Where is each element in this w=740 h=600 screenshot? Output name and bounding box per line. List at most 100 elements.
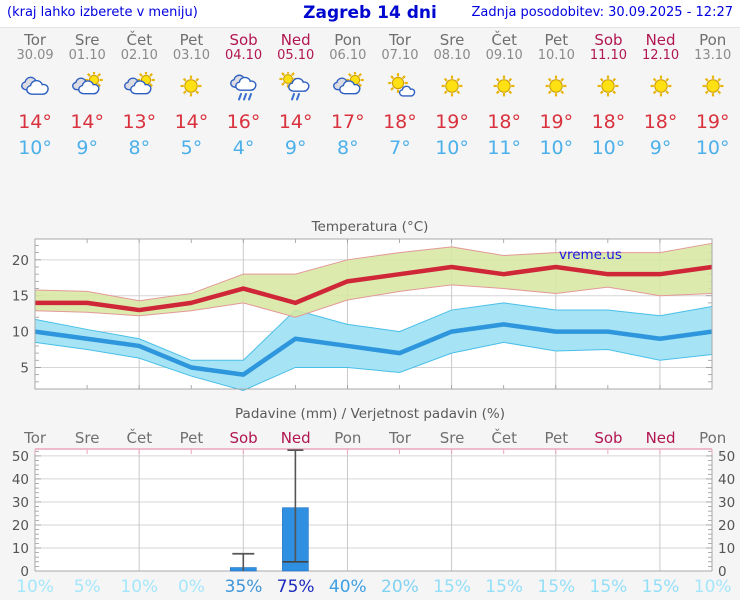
precip-day-label: Tor [24,429,47,447]
precip-probability-row: 10% 5% 10% 0% 35% 75% 40% 20% 15% 15% 15% 15% 15% 10% [9,577,739,597]
high-temp: 17° [330,111,365,133]
day-column: Pet 03.10 14° 5° [165,32,217,160]
day-date: 05.10 [277,48,315,63]
precip-day-label: Sre [439,429,465,447]
svg-text:20: 20 [12,518,29,534]
svg-text:40: 40 [12,472,29,488]
svg-text:30: 30 [12,495,29,511]
high-temp: 19° [539,111,574,133]
menu-hint-note: (kraj lahko izberete v meniju) [7,5,198,20]
precip-probability: 10% [16,577,54,597]
low-temp: 9° [284,137,307,159]
sun-rain-icon [270,70,322,106]
precip-probability: 20% [381,577,419,597]
day-name: Čet [126,31,153,49]
precip-probability: 0% [177,577,205,597]
day-column: Sob 04.10 16° 4° [218,32,270,160]
day-name: Sob [594,31,623,49]
day-column: Ned 12.10 18° 9° [635,32,687,160]
day-name: Sob [229,31,258,49]
low-temp: 7° [389,137,411,159]
day-column: Pet 10.10 19° 10° [530,32,582,160]
svg-text:5: 5 [20,360,29,376]
precip-probability: 75% [276,577,315,597]
sunny-icon [426,72,478,106]
day-column: Tor 07.10 18° 7° [374,32,426,160]
precip-day-labels: Tor Sre Čet Pet Sob Ned Pon Tor Sre Čet Pet Sob Ned P… [9,429,739,447]
low-temp: 9° [76,137,98,159]
day-name: Pet [179,31,204,49]
svg-text:20: 20 [718,518,735,534]
day-column: Sre 08.10 19° 10° [426,32,478,160]
low-temp: 4° [232,137,255,159]
mostly-sunny-icon [374,72,426,106]
svg-text:10: 10 [12,325,29,341]
day-date: 01.10 [68,48,106,63]
precip-probability: 15% [641,577,680,597]
precip-day-label: Tor [388,429,411,447]
day-date: 04.10 [224,48,263,63]
low-temp: 9° [649,137,672,159]
svg-text:10: 10 [12,541,29,557]
precip-probability: 15% [433,577,471,597]
precip-chart-svg: 0 0 10 10 20 20 30 30 40 40 50 50 [12,448,735,580]
day-column: Ned 05.10 14° 9° [270,32,322,160]
high-temp: 18° [487,111,522,133]
low-temp: 5° [180,137,203,159]
sunny-icon [530,72,582,106]
sunny-icon [582,72,634,106]
page-title: Zagreb 14 dni [303,3,437,23]
precip-probability: 35% [224,577,263,597]
precip-day-label: Sob [594,429,623,447]
svg-text:10: 10 [718,541,735,557]
day-date: 03.10 [172,48,211,63]
day-date: 09.10 [485,48,523,63]
precip-probability: 40% [328,577,367,597]
precip-probability: 10% [693,577,732,597]
sunny-icon [687,72,739,106]
day-date: 12.10 [641,48,680,63]
high-temp: 19° [695,111,730,133]
svg-text:50: 50 [12,449,29,465]
svg-text:50: 50 [718,449,735,465]
high-temp: 13° [122,111,157,133]
day-name: Ned [280,31,311,49]
precip-day-label: Pon [699,429,727,447]
high-temp: 16° [226,111,261,133]
day-date: 07.10 [381,48,419,63]
temperature-chart-svg: 5 10 15 20 vreme.us [12,238,713,391]
day-date: 13.10 [694,48,732,63]
low-temp: 10° [695,137,730,159]
precip-day-label: Sre [74,429,100,447]
last-update-label: Zadnja posodobitev: 30.09.2025 - 12:27 [471,5,733,20]
precip-day-label: Pet [544,429,569,447]
high-temp: 14° [18,111,52,133]
high-temp: 14° [278,111,313,133]
day-date: 08.10 [433,48,471,63]
day-column: Sre 01.10 14° 9° [61,32,113,160]
partly-cloudy-icon [322,71,374,106]
low-temp: 10° [435,137,469,159]
precip-day-label: Čet [126,429,153,447]
day-column: Pon 13.10 19° 10° [687,32,739,160]
day-name: Pon [699,31,727,49]
forecast-strip: Tor 30.09 14° 10° Sre 01.10 14° 9° Čet 02.… [9,32,739,160]
precip-probability: 15% [589,577,628,597]
day-column: Tor 30.09 14° 10° [9,32,61,160]
svg-text:0: 0 [20,564,29,580]
precip-probability: 15% [485,577,524,597]
vreme-us-watermark[interactable]: vreme.us [559,247,622,263]
high-temp: 18° [643,111,678,133]
precip-day-label: Pet [179,429,204,447]
day-name: Sre [439,31,465,49]
day-name: Pet [544,31,569,49]
high-temp: 19° [435,111,469,133]
day-date: 10.10 [537,48,575,63]
svg-text:40: 40 [718,472,735,488]
precip-probability: 10% [120,577,159,597]
high-temp: 18° [591,111,626,133]
day-date: 30.09 [16,48,54,63]
high-temp: 14° [174,111,209,133]
sunny-icon [635,72,687,106]
